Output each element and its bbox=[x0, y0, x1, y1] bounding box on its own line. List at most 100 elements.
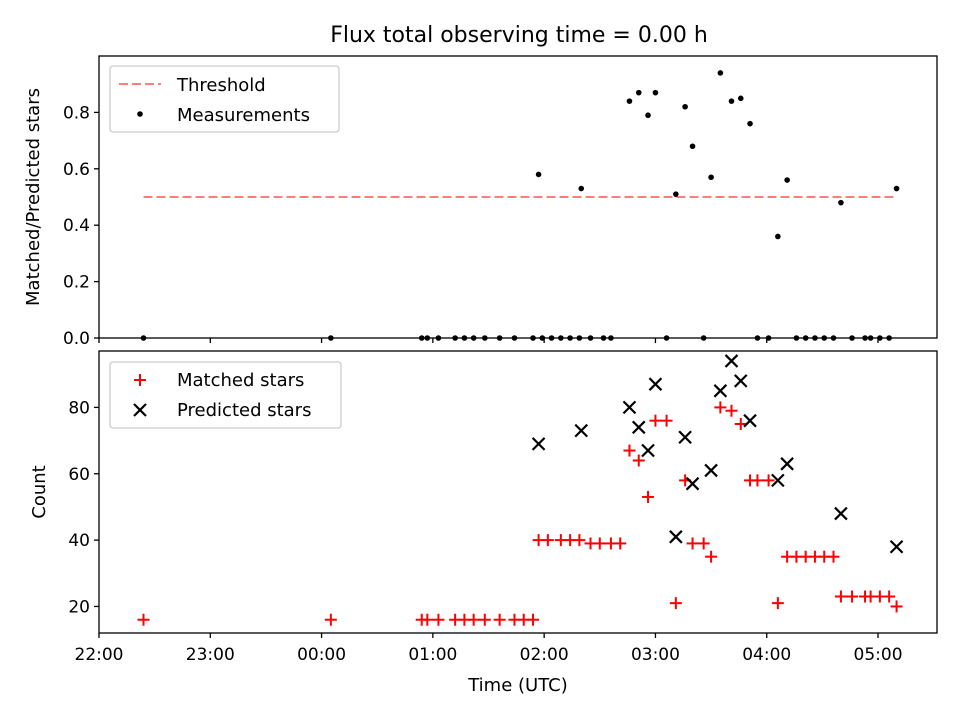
predicted-point bbox=[631, 420, 646, 435]
matched-point bbox=[642, 490, 655, 503]
matched-point bbox=[714, 401, 727, 414]
measurement-point bbox=[682, 103, 688, 110]
measurement-point bbox=[481, 335, 488, 341]
predicted-point bbox=[743, 413, 757, 428]
count-x-tick-label: 22:00 bbox=[75, 645, 124, 665]
measurement-point bbox=[737, 95, 744, 102]
predicted-point bbox=[780, 457, 794, 471]
measurement-point bbox=[838, 199, 844, 206]
measurement-point bbox=[821, 335, 828, 341]
matched-point bbox=[827, 550, 840, 563]
measurement-point bbox=[558, 335, 564, 341]
legend-matched-label: Matched stars bbox=[177, 370, 304, 391]
chart-title: Flux total observing time = 0.00 h bbox=[330, 23, 708, 48]
measurement-point bbox=[700, 335, 707, 341]
measurement-point bbox=[775, 233, 781, 240]
matched-point bbox=[725, 404, 738, 417]
legend-measurement-label: Measurements bbox=[177, 105, 310, 126]
count-x-tick-label: 03:00 bbox=[631, 645, 680, 665]
measurement-point bbox=[461, 335, 468, 341]
predicted-point bbox=[531, 437, 546, 451]
count-x-tick-label: 02:00 bbox=[520, 645, 569, 665]
matched-point bbox=[632, 454, 645, 467]
legend-matched-swatch bbox=[134, 374, 146, 386]
measurement-point bbox=[793, 335, 800, 341]
measurement-point bbox=[673, 191, 679, 197]
matched-point bbox=[890, 600, 903, 613]
ratio-y-tick-label: 0.4 bbox=[63, 216, 90, 236]
measurement-point bbox=[747, 120, 753, 127]
matched-point bbox=[137, 613, 150, 626]
measurement-point bbox=[140, 335, 147, 341]
count-y-tick-label: 40 bbox=[68, 531, 90, 551]
count-y-ticks: 20 40 60 80 bbox=[68, 398, 99, 617]
measurement-point bbox=[567, 335, 573, 341]
measurement-point bbox=[511, 335, 518, 341]
matched-point bbox=[734, 417, 747, 430]
count-x-tick-label: 04:00 bbox=[742, 645, 791, 665]
matched-point bbox=[697, 537, 710, 550]
legend-measurement-swatch bbox=[137, 111, 143, 117]
legend-predicted-label: Predicted stars bbox=[177, 400, 311, 421]
measurement-point bbox=[830, 335, 837, 341]
matched-point bbox=[614, 537, 627, 550]
ratio-y-tick-label: 0.0 bbox=[63, 329, 90, 349]
measurement-point bbox=[886, 335, 892, 341]
measurement-point bbox=[539, 335, 546, 341]
predicted-point bbox=[622, 400, 637, 415]
measurement-point bbox=[802, 335, 809, 341]
predicted-point bbox=[834, 506, 848, 521]
measurement-point bbox=[608, 335, 614, 341]
ratio-legend: Threshold Measurements bbox=[109, 65, 340, 133]
measurement-point bbox=[849, 335, 855, 341]
measurement-point bbox=[635, 89, 642, 96]
matched-point bbox=[421, 613, 434, 626]
matched-point bbox=[686, 537, 699, 550]
measurement-point bbox=[717, 70, 724, 76]
matched-point bbox=[705, 550, 718, 563]
matched-point bbox=[541, 534, 554, 547]
count-x-tick-label: 23:00 bbox=[186, 645, 235, 665]
matched-point bbox=[527, 613, 540, 626]
ratio-y-tick-label: 0.6 bbox=[63, 160, 90, 180]
matched-point bbox=[467, 613, 480, 626]
matched-point bbox=[478, 613, 491, 626]
ratio-y-label: Matched/Predicted stars bbox=[23, 88, 44, 306]
count-x-tick-label: 01:00 bbox=[408, 645, 457, 665]
matched-point bbox=[846, 590, 859, 603]
measurement-point bbox=[452, 335, 458, 341]
measurement-point bbox=[626, 98, 633, 104]
legend-matched-marker bbox=[134, 374, 146, 386]
measurement-point bbox=[867, 335, 874, 341]
predicted-points bbox=[531, 354, 904, 554]
predicted-point bbox=[685, 476, 700, 491]
measurement-point bbox=[765, 335, 772, 341]
measurement-point bbox=[470, 335, 477, 341]
measurement-point bbox=[576, 335, 583, 341]
ratio-panel: 0.00.20.40.60.8 Matched/Predicted stars … bbox=[23, 55, 938, 349]
predicted-point bbox=[669, 530, 683, 544]
measurement-point bbox=[663, 335, 670, 341]
measurement-point bbox=[435, 335, 442, 341]
measurement-point bbox=[708, 174, 714, 181]
predicted-point bbox=[574, 423, 589, 438]
measurement-point bbox=[548, 335, 555, 341]
matched-point bbox=[762, 474, 775, 487]
predicted-point bbox=[889, 539, 904, 554]
legend-threshold-label: Threshold bbox=[176, 75, 266, 96]
matched-point bbox=[493, 613, 506, 626]
predicted-point bbox=[678, 430, 692, 445]
matched-point bbox=[660, 414, 673, 427]
measurement-point bbox=[587, 335, 594, 341]
ratio-y-tick-label: 0.2 bbox=[63, 273, 90, 293]
predicted-point bbox=[713, 384, 728, 398]
matched-point bbox=[573, 534, 586, 547]
legend-predicted-marker bbox=[133, 403, 147, 417]
count-y-tick-label: 20 bbox=[68, 597, 90, 617]
count-x-tick-label: 00:00 bbox=[297, 645, 346, 665]
count-y-tick-label: 80 bbox=[68, 398, 90, 418]
predicted-point bbox=[641, 443, 655, 458]
matched-point bbox=[834, 590, 847, 603]
count-y-tick-label: 60 bbox=[68, 465, 90, 485]
